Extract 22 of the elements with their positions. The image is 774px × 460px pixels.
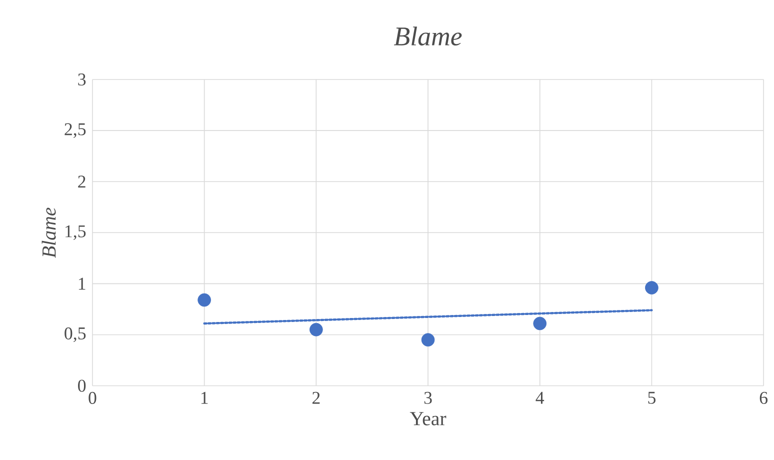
x-axis-title: Year: [410, 412, 446, 426]
x-tick-label: 0: [88, 392, 96, 404]
x-tick-label: 4: [536, 392, 544, 404]
x-tick-label: 3: [424, 392, 432, 404]
point: [310, 322, 323, 336]
point: [421, 332, 435, 346]
y-tick-label: 3: [78, 73, 86, 86]
y-tick-label: 2: [78, 176, 86, 188]
y-tick-label: 0,5: [64, 327, 86, 342]
y-tick-label: 1,5: [66, 225, 86, 240]
point: [198, 293, 211, 307]
chart-title: Blame: [394, 26, 462, 46]
x-tick-label: 6: [760, 392, 768, 404]
y-tick-label: 0: [78, 380, 86, 392]
y-axis-title: Blame: [42, 208, 56, 258]
point: [645, 280, 658, 294]
point: [533, 316, 547, 330]
y-tick-label: 2,5: [64, 123, 86, 138]
x-tick-label: 5: [648, 392, 656, 404]
x-tick-label: 2: [312, 392, 320, 404]
y-tick-label: 1: [78, 278, 86, 290]
x-tick-label: 1: [201, 392, 208, 404]
